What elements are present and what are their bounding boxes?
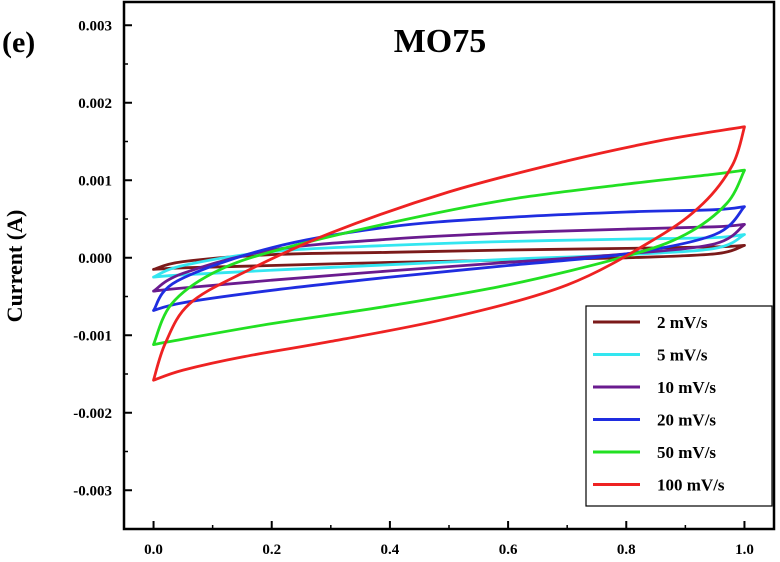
chart-title: MO75 bbox=[394, 23, 487, 60]
cv-loop-series-4 bbox=[152, 168, 746, 346]
legend-label-0: 2 mV/s bbox=[657, 313, 708, 332]
x-tick-label: 1.0 bbox=[735, 542, 754, 558]
x-tick-label: 0.6 bbox=[499, 542, 518, 558]
cv-loop-series-1 bbox=[152, 233, 746, 279]
x-axis: 0.0 0.2 0.4 0.6 0.8 1.0 bbox=[144, 521, 754, 558]
legend-label-4: 50 mV/s bbox=[657, 443, 716, 462]
y-axis: -0.003 -0.002 -0.001 0.000 0.001 0.002 0.003 bbox=[73, 18, 132, 499]
y-tick-label: 0.001 bbox=[78, 173, 112, 189]
cv-loop-series-3 bbox=[152, 205, 746, 312]
x-tick-label: 0.4 bbox=[381, 542, 400, 558]
legend-label-1: 5 mV/s bbox=[657, 346, 708, 365]
y-tick-label: 0.002 bbox=[78, 96, 112, 112]
legend-label-2: 10 mV/s bbox=[657, 378, 716, 397]
cv-curves bbox=[152, 125, 746, 382]
x-tick-label: 0.8 bbox=[617, 542, 636, 558]
legend-label-5: 100 mV/s bbox=[657, 476, 725, 495]
y-tick-label: -0.002 bbox=[73, 406, 112, 422]
legend-box bbox=[585, 305, 773, 507]
cv-loop-series-5 bbox=[152, 125, 746, 382]
y-tick-label: 0.000 bbox=[78, 251, 112, 267]
y-axis-title: Current (A) bbox=[2, 210, 27, 323]
x-tick-label: 0.0 bbox=[144, 542, 163, 558]
y-tick-label: -0.001 bbox=[73, 328, 112, 344]
legend: 2 mV/s 5 mV/s 10 mV/s 20 mV/s 50 mV/s 100 mV/… bbox=[585, 305, 773, 507]
y-tick-label: -0.003 bbox=[73, 483, 112, 499]
panel-label: (e) bbox=[2, 26, 35, 59]
cv-loop-series-2 bbox=[152, 223, 746, 293]
cv-loop-series-0 bbox=[152, 244, 746, 271]
legend-label-3: 20 mV/s bbox=[657, 411, 716, 430]
y-tick-label: 0.003 bbox=[78, 18, 112, 34]
x-tick-label: 0.2 bbox=[262, 542, 281, 558]
